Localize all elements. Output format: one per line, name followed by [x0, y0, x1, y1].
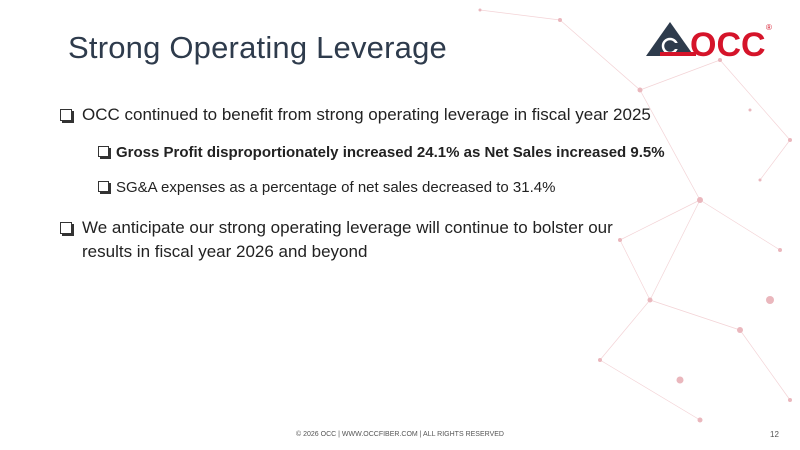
bullet: We anticipate our strong operating lever… [60, 216, 662, 264]
footer: © 2026 OCC | WWW.OCCFIBER.COM | ALL RIGH… [296, 431, 504, 438]
bullet-box [98, 181, 109, 192]
bullet: SG&A expenses as a percentage of net sal… [98, 176, 676, 200]
page-number: 12 [770, 430, 779, 439]
logo-c-gap [670, 43, 679, 49]
bullet-box [60, 109, 72, 121]
logo-text: OCC [690, 26, 766, 62]
bullet-text: SG&A expenses as a percentage of net sal… [116, 179, 556, 196]
slide-title: Strong Operating Leverage [68, 30, 447, 65]
logo: OCC ® [646, 22, 772, 62]
bullet-box [98, 146, 109, 157]
logo-registered: ® [766, 23, 772, 32]
bullet-text: We anticipate our strong operating lever… [82, 218, 613, 261]
bullet: Gross Profit disproportionately increase… [98, 141, 676, 165]
bullet: OCC continued to benefit from strong ope… [60, 103, 662, 127]
logo-bar [660, 52, 696, 56]
bullet-text: Gross Profit disproportionately increase… [116, 144, 665, 161]
bullet-text: OCC continued to benefit from strong ope… [82, 105, 651, 124]
bullet-box [60, 222, 72, 234]
